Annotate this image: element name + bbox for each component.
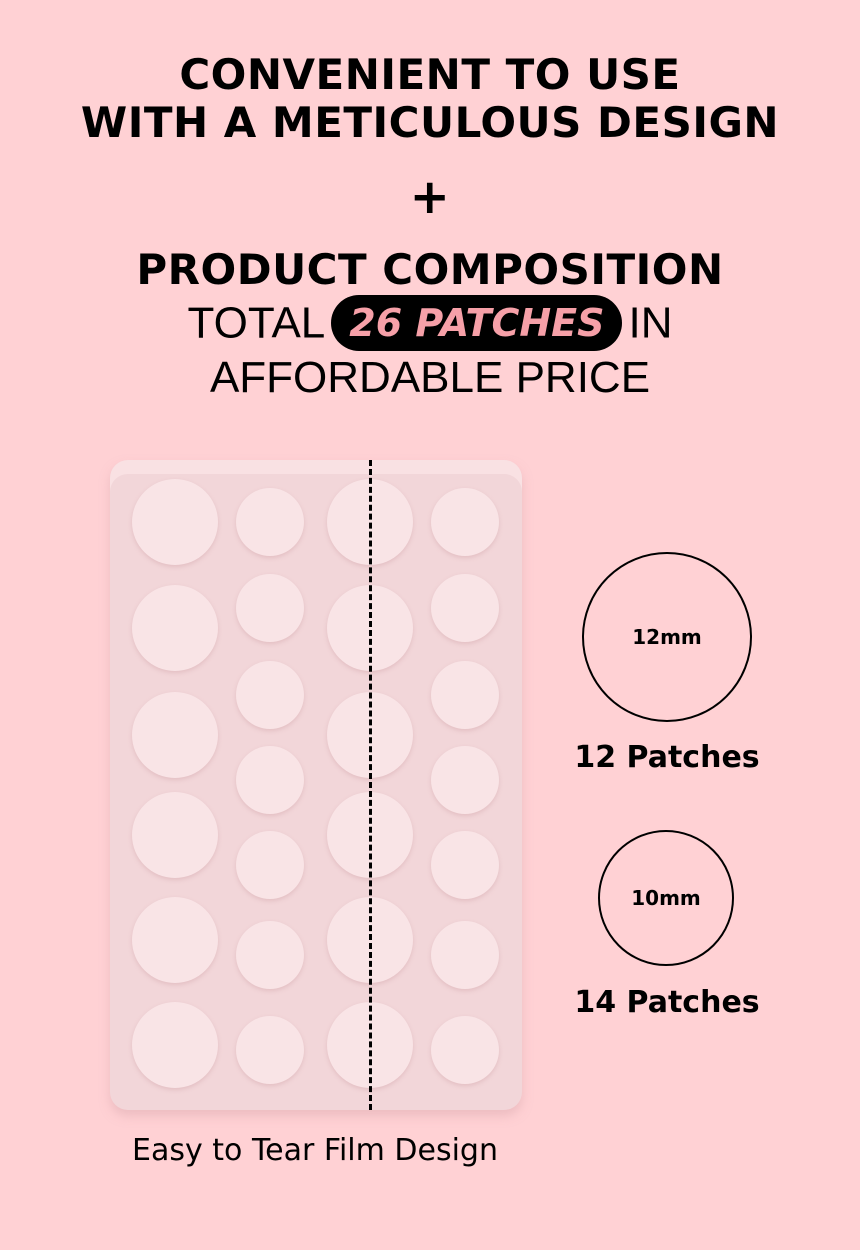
total-line: TOTAL 26 PATCHES IN <box>0 295 860 354</box>
patch-10mm <box>431 1016 499 1084</box>
patch-10mm <box>431 746 499 814</box>
patch-10mm <box>431 488 499 556</box>
patches-12-count: 12 Patches <box>574 740 760 775</box>
patch-10mm <box>236 488 304 556</box>
patch-12mm <box>132 585 218 671</box>
size-10mm-circle: 10mm <box>598 830 734 966</box>
total-prefix: TOTAL <box>187 298 326 348</box>
patches-14-count: 14 Patches <box>574 985 760 1020</box>
patch-sheet-image <box>110 460 522 1110</box>
size-12mm-label: 12mm <box>632 625 702 649</box>
patch-10mm <box>236 746 304 814</box>
patch-12mm <box>132 897 218 983</box>
tear-line <box>369 460 372 1110</box>
headline-line-1: CONVENIENT TO USE <box>179 50 681 99</box>
size-12mm-circle: 12mm <box>582 552 752 722</box>
headline-line-2: WITH A METICULOUS DESIGN <box>80 98 780 147</box>
patch-10mm <box>431 831 499 899</box>
total-suffix: IN <box>628 298 673 348</box>
patch-12mm <box>132 692 218 778</box>
patch-count-badge: 26 PATCHES <box>331 295 623 351</box>
patch-10mm <box>236 661 304 729</box>
caption: Easy to Tear Film Design <box>132 1133 498 1168</box>
plus-sign: + <box>409 169 451 225</box>
patch-10mm <box>431 574 499 642</box>
patch-10mm <box>431 921 499 989</box>
size-10mm-label: 10mm <box>631 886 701 910</box>
patch-12mm <box>132 792 218 878</box>
patch-12mm <box>132 1002 218 1088</box>
affordable-price-line: AFFORDABLE PRICE <box>209 353 651 402</box>
patch-10mm <box>236 921 304 989</box>
patch-12mm <box>132 479 218 565</box>
patch-10mm <box>431 661 499 729</box>
patch-10mm <box>236 831 304 899</box>
patch-10mm <box>236 574 304 642</box>
product-composition-heading: PRODUCT COMPOSITION <box>136 245 724 294</box>
patch-10mm <box>236 1016 304 1084</box>
